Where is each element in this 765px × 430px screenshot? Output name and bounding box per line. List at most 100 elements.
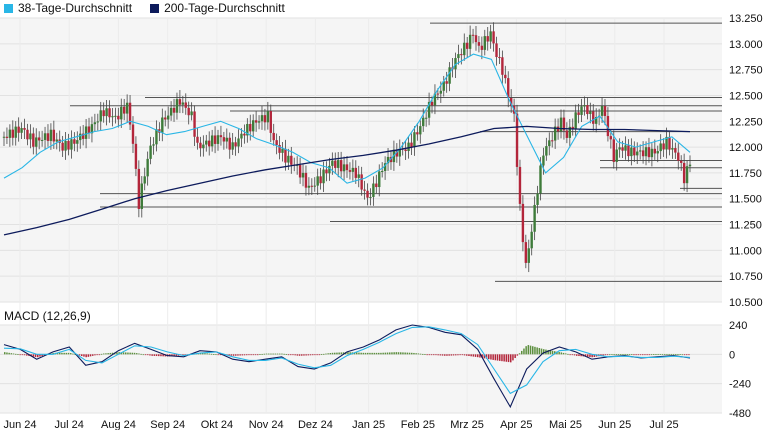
macd-histogram-bar (371, 352, 373, 355)
candle-body (76, 140, 79, 144)
candle-body (43, 133, 47, 140)
macd-histogram-bar (417, 353, 420, 355)
candle-body (190, 111, 193, 116)
macd-histogram-bar (435, 354, 437, 356)
macd-histogram-bar (34, 354, 37, 357)
x-tick-label: Jul 25 (649, 419, 678, 430)
macd-histogram-bar (653, 354, 655, 355)
candle-body (295, 164, 299, 166)
macd-histogram-bar (98, 354, 101, 356)
candle-body (35, 137, 38, 147)
candle-body (319, 176, 322, 184)
candle-body (187, 107, 190, 116)
candle-body (304, 172, 308, 188)
candle-body (278, 144, 281, 153)
macd-histogram-bar (470, 354, 472, 357)
y-tick-label: 11.500 (729, 194, 762, 206)
macd-histogram-bar (118, 352, 120, 355)
candle-body (237, 138, 240, 147)
macd-histogram-bar (140, 353, 142, 355)
candle-body (328, 165, 331, 174)
macd-histogram-bar (287, 354, 290, 356)
macd-histogram-bar (635, 354, 637, 356)
macd-histogram-bar (668, 353, 670, 355)
macd-histogram-bar (589, 354, 591, 358)
candle-body (442, 81, 445, 91)
macd-histogram-bar (648, 354, 651, 356)
candle-body (64, 140, 67, 151)
macd-histogram-bar (419, 353, 422, 355)
macd-histogram-bar (125, 352, 127, 355)
macd-histogram-bar (659, 353, 662, 355)
macd-histogram-bar (529, 345, 532, 355)
candle-body (313, 185, 316, 187)
macd-histogram-bar (263, 353, 266, 355)
candle-body (680, 160, 683, 163)
macd-histogram-bar (122, 352, 125, 355)
candle-body (14, 126, 17, 138)
macd-histogram-bar (213, 354, 215, 355)
candle-body (630, 147, 633, 157)
macd-histogram-bar (404, 352, 406, 355)
macd-histogram-bar (534, 346, 536, 355)
candle-body (574, 112, 577, 129)
candle-body (530, 231, 533, 249)
macd-histogram-bar (360, 352, 362, 355)
macd-histogram-bar (437, 354, 439, 356)
macd-histogram-bar (320, 354, 323, 355)
macd-title: MACD (12,26,9) (4, 309, 91, 323)
candle-body (354, 167, 357, 178)
macd-histogram-bar (466, 354, 468, 356)
macd-histogram-bar (109, 352, 112, 355)
macd-histogram-bar (450, 354, 453, 356)
candle-body (122, 106, 126, 114)
candle-body (416, 132, 419, 135)
macd-histogram-bar (622, 354, 624, 355)
macd-histogram-bar (657, 353, 659, 355)
macd-tick-label: 240 (729, 320, 747, 332)
candle-body (120, 106, 123, 120)
x-tick-label: Dez 24 (298, 419, 333, 430)
candle-body (410, 142, 413, 148)
candle-body (612, 139, 615, 162)
macd-histogram-bar (576, 354, 578, 356)
macd-histogram-bar (389, 352, 391, 355)
candle-body (298, 164, 302, 178)
y-tick-label: 12.250 (729, 116, 763, 128)
macd-histogram-bar (536, 347, 538, 355)
y-tick-label: 11.250 (729, 220, 762, 232)
macd-histogram-bar (426, 354, 428, 356)
ma38-line (3, 53, 691, 184)
macd-histogram-bar (10, 353, 13, 355)
candle-body (87, 126, 91, 134)
candle-body (360, 174, 363, 190)
candle-body (99, 110, 102, 122)
macd-histogram-bar (303, 354, 305, 356)
macd-histogram-bar (59, 352, 61, 355)
macd-histogram-bar (457, 354, 459, 356)
macd-histogram-bar (615, 354, 618, 355)
macd-histogram-bar (670, 353, 673, 355)
macd-histogram-bar (281, 353, 283, 355)
macd-histogram-bar (611, 354, 613, 356)
macd-histogram-bar (567, 353, 569, 355)
candle-body (281, 148, 284, 153)
macd-histogram-bar (362, 352, 365, 355)
candle-body (386, 156, 390, 164)
macd-histogram-bar (103, 353, 105, 355)
candle-body (463, 42, 466, 56)
macd-histogram-bar (573, 354, 576, 356)
macd-histogram-bar (208, 353, 211, 355)
candle-body (325, 169, 328, 174)
macd-histogram-bar (505, 354, 508, 362)
candle-body (471, 34, 475, 36)
macd-histogram-bar (257, 354, 259, 356)
macd-histogram-bar (650, 354, 653, 356)
candle-body (240, 133, 243, 139)
candle-body (29, 133, 32, 140)
macd-histogram-bar (391, 352, 393, 355)
candle-body (199, 142, 202, 149)
candle-body (498, 57, 501, 59)
candle-body (131, 124, 135, 144)
candle-body (477, 42, 481, 46)
